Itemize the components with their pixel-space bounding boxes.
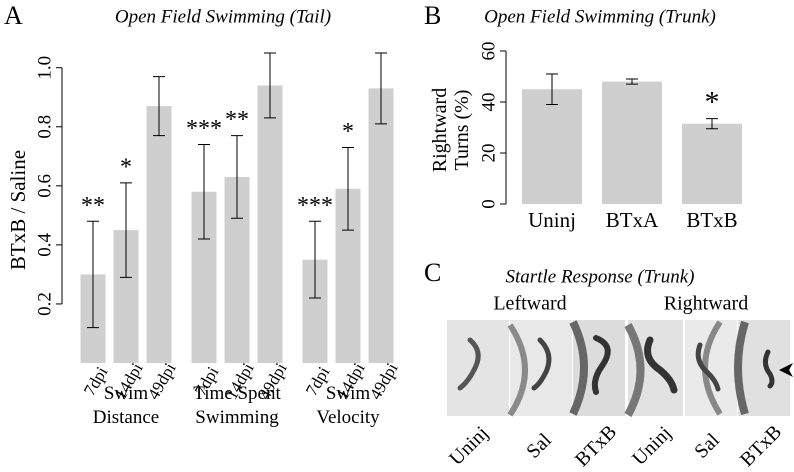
significance-label: ** xyxy=(81,193,105,219)
y-axis-label: BTxB / Saline xyxy=(6,150,30,270)
significance-label: *** xyxy=(186,116,222,142)
dish-edge xyxy=(569,320,588,416)
bar xyxy=(146,106,172,364)
arrowhead xyxy=(779,363,793,377)
larva xyxy=(644,336,678,394)
image-label: BTxB xyxy=(571,421,621,471)
chart-title: Open Field Swimming (Tail) xyxy=(115,6,331,27)
y-tick-label: 0 xyxy=(478,199,499,209)
y-tick-label: 0.6 xyxy=(34,174,55,198)
error-bar xyxy=(342,146,354,231)
image-label: Uninj xyxy=(445,422,493,470)
y-tick-label: 1.0 xyxy=(34,56,55,80)
x-tick-label: BTxA xyxy=(606,208,659,232)
dish-edge xyxy=(624,323,645,417)
panel-label: B xyxy=(424,1,441,30)
significance-label: * xyxy=(705,85,720,118)
group-label: Swim Velocity xyxy=(316,383,380,428)
significance-label: * xyxy=(120,154,132,180)
panel-label: A xyxy=(4,1,23,30)
chart-title: Open Field Swimming (Trunk) xyxy=(484,6,716,27)
larva xyxy=(531,337,552,391)
y-tick-label: 20 xyxy=(478,144,499,163)
significance-label: *** xyxy=(297,193,333,219)
y-tick-label: 0.8 xyxy=(34,115,55,139)
bar xyxy=(682,123,742,204)
image-label: Uninj xyxy=(628,422,676,470)
x-tick-label: Uninj xyxy=(528,208,576,232)
direction-label: Leftward xyxy=(493,293,566,315)
image-label: BTxB xyxy=(736,421,786,471)
error-bar xyxy=(706,118,718,130)
dish-edge xyxy=(734,320,749,416)
bar xyxy=(257,85,283,363)
dish-edge xyxy=(507,323,528,417)
error-bar xyxy=(309,220,321,299)
significance-label: * xyxy=(342,119,354,145)
image-label: Sal xyxy=(522,429,556,463)
larva xyxy=(591,335,611,395)
group-label: Swim Distance xyxy=(92,383,160,428)
significance-label: ** xyxy=(225,107,249,133)
larva xyxy=(457,337,481,391)
error-bar xyxy=(264,52,276,119)
startle-images xyxy=(447,320,793,417)
error-bar xyxy=(375,52,387,125)
y-tick-label: 0.4 xyxy=(34,233,55,257)
bar xyxy=(522,89,582,204)
y-tick-label: 0.2 xyxy=(34,292,55,316)
bar xyxy=(602,81,662,204)
error-bar xyxy=(546,73,558,106)
image-frame xyxy=(447,320,509,416)
error-bar xyxy=(87,220,99,329)
panel-label: C xyxy=(424,258,441,287)
error-bar xyxy=(198,143,210,240)
y-axis-label: Rightward Turns (%) xyxy=(429,87,473,173)
error-bar xyxy=(153,76,165,137)
bar xyxy=(368,88,394,364)
y-tick-label: 40 xyxy=(478,93,499,112)
larva xyxy=(695,342,721,392)
error-bar xyxy=(120,182,132,278)
x-tick-label: BTxB xyxy=(686,208,737,232)
direction-label: Rightward xyxy=(664,293,748,315)
larva xyxy=(762,349,775,389)
error-bar xyxy=(626,78,638,85)
y-tick-label: 60 xyxy=(478,42,499,61)
group-label: Time Spent Swimming xyxy=(193,383,281,428)
panel-title: Startle Response (Trunk) xyxy=(506,266,695,287)
image-label: Sal xyxy=(690,429,724,463)
error-bar xyxy=(231,135,243,219)
